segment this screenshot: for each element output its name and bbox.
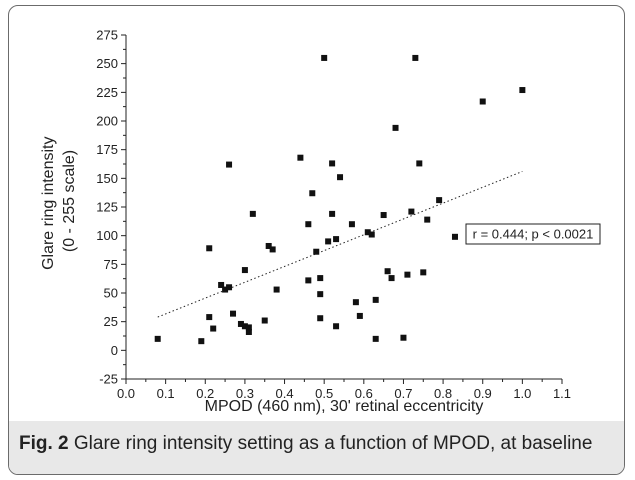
data-point xyxy=(348,221,355,228)
data-point xyxy=(372,335,379,342)
y-tick-label: 125 xyxy=(96,200,118,215)
x-axis-title: MPOD (460 nm), 30' retinal eccentricity xyxy=(205,398,484,415)
data-point xyxy=(317,315,324,322)
data-point xyxy=(412,54,419,61)
data-point xyxy=(400,334,407,341)
data-point xyxy=(329,210,336,217)
y-tick-label: 225 xyxy=(96,85,118,100)
data-point xyxy=(305,277,312,284)
data-point xyxy=(451,233,458,240)
data-point xyxy=(388,275,395,282)
x-tick-label: 0.5 xyxy=(315,386,333,401)
figure-label: Fig. 2 xyxy=(19,433,69,454)
data-point xyxy=(404,271,411,278)
data-point xyxy=(218,281,225,288)
data-point xyxy=(479,98,486,105)
data-point xyxy=(317,291,324,298)
data-point xyxy=(364,229,371,236)
y-tick-label: 25 xyxy=(104,314,118,329)
axes: -25 0 25 50 75 100 125 150 175 200 225 250 275 0.0 0.1… xyxy=(96,28,571,402)
y-tick-label: 75 xyxy=(104,257,118,272)
trendline xyxy=(157,170,523,318)
y-tick-label: 250 xyxy=(96,56,118,71)
y-tick-label: 200 xyxy=(96,114,118,129)
data-point xyxy=(309,190,316,197)
data-point xyxy=(420,269,427,276)
data-point xyxy=(313,248,320,255)
data-point xyxy=(222,286,229,293)
data-point xyxy=(325,238,332,245)
data-point xyxy=(269,246,276,253)
data-point xyxy=(245,324,252,331)
data-point xyxy=(230,310,237,317)
y-axis-title-line-2: (0 - 255 scale) xyxy=(61,150,78,252)
y-axis-title: Glare ring intensity (0 - 255 scale) xyxy=(40,132,78,270)
data-point xyxy=(356,312,363,319)
x-tick-label: 0.7 xyxy=(394,386,412,401)
data-point xyxy=(249,210,256,217)
data-point xyxy=(408,208,415,215)
y-tick-label: 50 xyxy=(104,286,118,301)
data-points xyxy=(154,54,526,345)
data-point xyxy=(305,221,312,228)
data-point xyxy=(384,268,391,275)
data-point xyxy=(245,328,252,335)
data-point xyxy=(261,317,268,324)
y-tick-label: 275 xyxy=(96,28,118,43)
x-tick-label: 1.0 xyxy=(513,386,531,401)
scatter-chart: -25 0 25 50 75 100 125 150 175 200 225 250 275 0.0 0.1… xyxy=(40,28,601,415)
y-tick-label: 0 xyxy=(111,343,118,358)
figure-caption-text: Glare ring intensity setting as a functi… xyxy=(68,433,593,454)
x-tick-label: 1.1 xyxy=(553,386,571,401)
x-tick-label: 0.4 xyxy=(276,386,294,401)
x-tick-label: 0.6 xyxy=(355,386,373,401)
data-point xyxy=(372,296,379,303)
figure-caption: Fig. 2 Glare ring intensity setting as a… xyxy=(9,421,624,474)
data-point xyxy=(297,154,304,161)
data-point xyxy=(380,212,387,219)
y-tick-label: 100 xyxy=(96,228,118,243)
trendline-line xyxy=(157,170,523,318)
data-point xyxy=(317,275,324,282)
data-point xyxy=(392,124,399,131)
data-point xyxy=(206,314,213,321)
y-tick-label: 175 xyxy=(96,142,118,157)
data-point xyxy=(424,216,431,223)
data-point xyxy=(198,338,205,345)
y-axis-title-line-1: Glare ring intensity xyxy=(40,137,57,270)
correlation-annotation: r = 0.444; p < 0.0021 xyxy=(465,223,601,245)
data-point xyxy=(226,161,233,168)
x-tick-label: 0.9 xyxy=(474,386,492,401)
data-point xyxy=(226,284,233,291)
figure-frame: -25 0 25 50 75 100 125 150 175 200 225 250 275 0.0 0.1… xyxy=(8,5,625,475)
x-tick-label: 0.2 xyxy=(196,386,214,401)
data-point xyxy=(241,323,248,330)
data-point xyxy=(519,87,526,94)
data-point xyxy=(154,335,161,342)
data-point xyxy=(352,299,359,306)
data-point xyxy=(416,160,423,167)
data-point xyxy=(333,323,340,330)
x-tick-label: 0.1 xyxy=(157,386,175,401)
data-point xyxy=(337,174,344,181)
data-point xyxy=(333,236,340,243)
data-point xyxy=(436,197,443,204)
y-tick-label: -25 xyxy=(99,372,118,387)
data-point xyxy=(273,286,280,293)
y-tick-label: 150 xyxy=(96,171,118,186)
x-tick-label: 0.8 xyxy=(434,386,452,401)
data-point xyxy=(237,320,244,327)
data-point xyxy=(210,325,217,332)
data-point xyxy=(321,54,328,61)
data-point xyxy=(265,242,272,249)
annotation-text: r = 0.444; p < 0.0021 xyxy=(473,227,594,242)
data-point xyxy=(241,267,248,274)
data-point xyxy=(368,231,375,238)
data-point xyxy=(206,245,213,252)
data-point xyxy=(329,160,336,167)
x-tick-label: 0.0 xyxy=(117,386,135,401)
annotation-box xyxy=(465,223,601,245)
x-tick-label: 0.3 xyxy=(236,386,254,401)
